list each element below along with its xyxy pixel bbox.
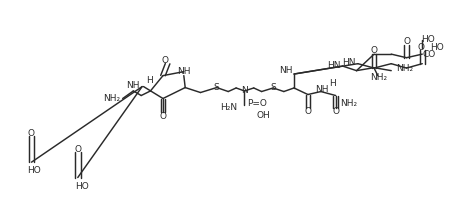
- Text: S: S: [214, 83, 219, 92]
- Text: O: O: [332, 107, 339, 116]
- Text: O: O: [162, 56, 169, 65]
- Text: H₂N: H₂N: [220, 103, 238, 112]
- Text: H: H: [329, 79, 336, 89]
- Text: HO: HO: [431, 43, 444, 52]
- Text: HO: HO: [421, 35, 435, 44]
- Text: NH: NH: [279, 66, 293, 75]
- Text: OH: OH: [256, 111, 270, 120]
- Text: NH: NH: [177, 67, 191, 76]
- Text: HN: HN: [342, 58, 356, 67]
- Text: O: O: [417, 43, 425, 52]
- Text: H: H: [146, 76, 153, 85]
- Text: NH: NH: [315, 85, 329, 94]
- Text: NH₂: NH₂: [396, 64, 413, 73]
- Text: O: O: [304, 107, 312, 116]
- Text: S: S: [270, 83, 276, 93]
- Text: CO: CO: [422, 50, 436, 59]
- Text: NH₂: NH₂: [103, 94, 120, 103]
- Text: NH₂: NH₂: [340, 99, 357, 108]
- Text: HN: HN: [327, 60, 340, 70]
- Text: O: O: [28, 129, 35, 138]
- Text: HO: HO: [27, 166, 41, 175]
- Text: O: O: [74, 145, 81, 154]
- Text: O: O: [403, 37, 410, 46]
- Text: HO: HO: [75, 182, 89, 191]
- Text: O: O: [370, 46, 378, 55]
- Text: O: O: [159, 112, 167, 121]
- Text: P=O: P=O: [247, 99, 267, 108]
- Text: N: N: [241, 86, 248, 96]
- Text: NH: NH: [126, 81, 140, 91]
- Text: NH₂: NH₂: [370, 72, 387, 82]
